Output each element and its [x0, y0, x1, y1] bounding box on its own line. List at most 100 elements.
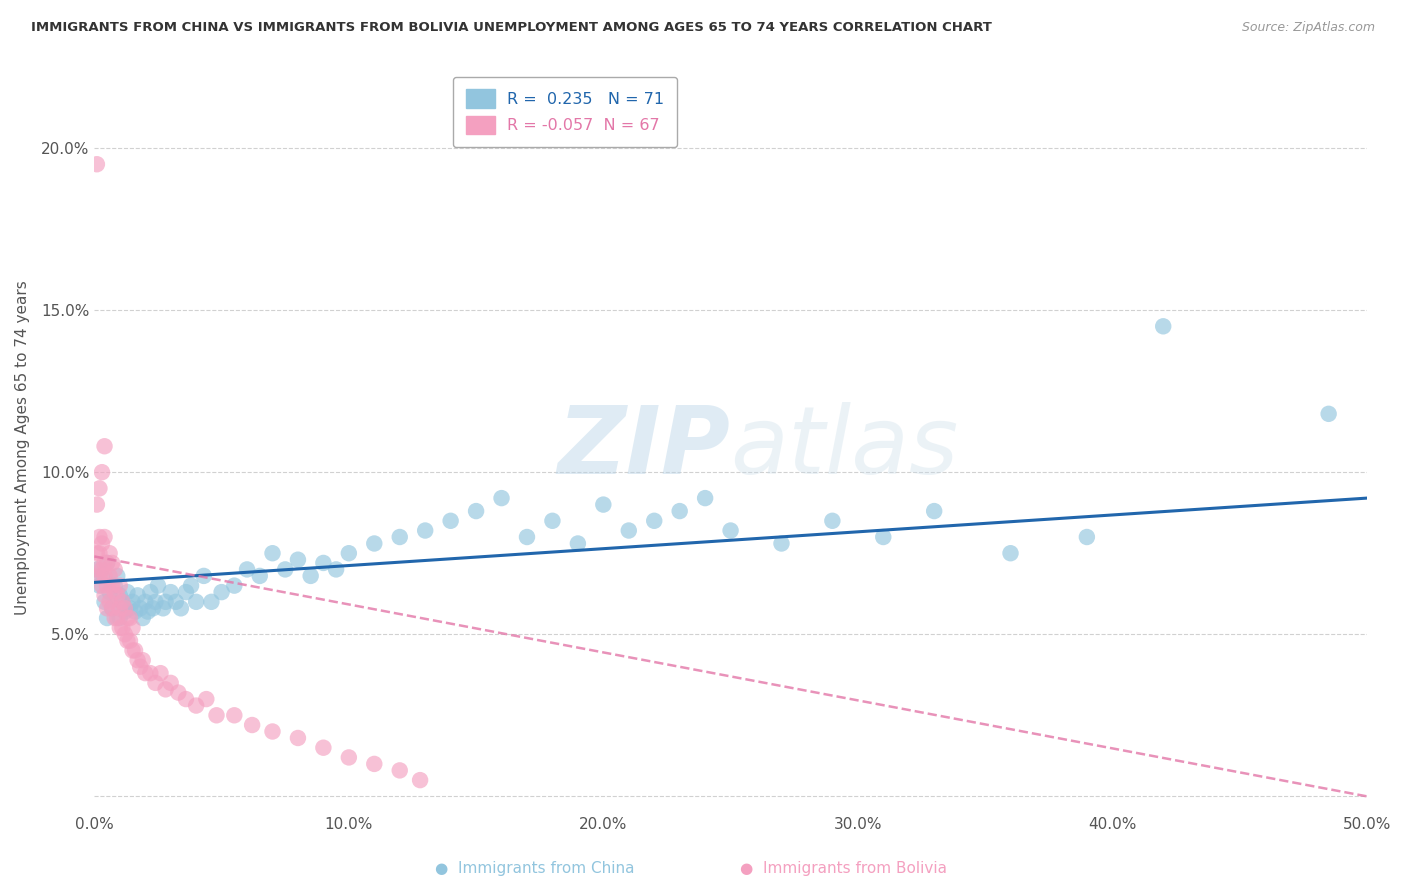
Text: atlas: atlas	[731, 402, 959, 493]
Point	[86, 562, 108, 576]
Point	[108, 588, 131, 602]
Point	[240, 718, 263, 732]
Point	[388, 530, 411, 544]
Point	[180, 579, 202, 593]
Point	[111, 595, 134, 609]
Point	[287, 731, 309, 745]
Point	[287, 552, 309, 566]
Point	[668, 504, 690, 518]
Point	[299, 569, 322, 583]
Point	[131, 653, 153, 667]
Point	[91, 579, 114, 593]
Y-axis label: Unemployment Among Ages 65 to 74 years: Unemployment Among Ages 65 to 74 years	[15, 280, 30, 615]
Point	[91, 569, 114, 583]
Point	[93, 439, 115, 453]
Point	[101, 601, 124, 615]
Point	[186, 698, 208, 713]
Point	[224, 579, 246, 593]
Point	[195, 692, 218, 706]
Point	[388, 764, 411, 778]
Point	[108, 579, 131, 593]
Point	[1317, 407, 1340, 421]
Point	[174, 692, 197, 706]
Point	[821, 514, 844, 528]
Point	[567, 536, 589, 550]
Point	[152, 601, 174, 615]
Point	[1152, 319, 1174, 334]
Point	[101, 556, 124, 570]
Point	[96, 556, 118, 570]
Point	[114, 601, 136, 615]
Point	[111, 621, 134, 635]
Point	[98, 569, 121, 583]
Point	[136, 605, 159, 619]
Point	[337, 546, 360, 560]
Point	[93, 556, 115, 570]
Point	[174, 585, 197, 599]
Point	[101, 601, 124, 615]
Point	[117, 611, 139, 625]
Point	[96, 556, 118, 570]
Point	[312, 740, 335, 755]
Point	[200, 595, 222, 609]
Point	[491, 491, 513, 505]
Point	[249, 569, 271, 583]
Point	[440, 514, 463, 528]
Point	[96, 601, 118, 615]
Point	[127, 653, 149, 667]
Point	[186, 595, 208, 609]
Point	[89, 530, 111, 544]
Point	[105, 611, 128, 625]
Text: IMMIGRANTS FROM CHINA VS IMMIGRANTS FROM BOLIVIA UNEMPLOYMENT AMONG AGES 65 TO 7: IMMIGRANTS FROM CHINA VS IMMIGRANTS FROM…	[31, 21, 991, 34]
Point	[111, 595, 134, 609]
Point	[114, 627, 136, 641]
Point	[93, 569, 115, 583]
Point	[86, 562, 108, 576]
Text: Source: ZipAtlas.com: Source: ZipAtlas.com	[1241, 21, 1375, 34]
Point	[91, 562, 114, 576]
Text: ZIP: ZIP	[558, 402, 731, 494]
Legend: R =  0.235   N = 71, R = -0.057  N = 67: R = 0.235 N = 71, R = -0.057 N = 67	[453, 77, 678, 147]
Point	[167, 685, 190, 699]
Point	[108, 611, 131, 625]
Point	[872, 530, 894, 544]
Point	[541, 514, 564, 528]
Point	[129, 601, 152, 615]
Point	[159, 585, 181, 599]
Point	[312, 556, 335, 570]
Point	[91, 465, 114, 479]
Point	[145, 676, 167, 690]
Point	[121, 621, 143, 635]
Point	[224, 708, 246, 723]
Point	[89, 546, 111, 560]
Point	[146, 579, 169, 593]
Point	[236, 562, 259, 576]
Point	[104, 562, 127, 576]
Point	[617, 524, 640, 538]
Point	[98, 595, 121, 609]
Point	[127, 588, 149, 602]
Point	[363, 536, 385, 550]
Point	[118, 633, 141, 648]
Point	[108, 621, 131, 635]
Point	[165, 595, 187, 609]
Point	[592, 498, 614, 512]
Point	[363, 756, 385, 771]
Point	[98, 546, 121, 560]
Point	[118, 601, 141, 615]
Point	[105, 569, 128, 583]
Point	[89, 482, 111, 496]
Point	[117, 585, 139, 599]
Point	[108, 601, 131, 615]
Point	[262, 724, 284, 739]
Point	[104, 585, 127, 599]
Point	[89, 569, 111, 583]
Point	[89, 579, 111, 593]
Point	[105, 588, 128, 602]
Point	[124, 605, 146, 619]
Point	[193, 569, 215, 583]
Point	[131, 611, 153, 625]
Point	[516, 530, 538, 544]
Point	[325, 562, 347, 576]
Point	[145, 595, 167, 609]
